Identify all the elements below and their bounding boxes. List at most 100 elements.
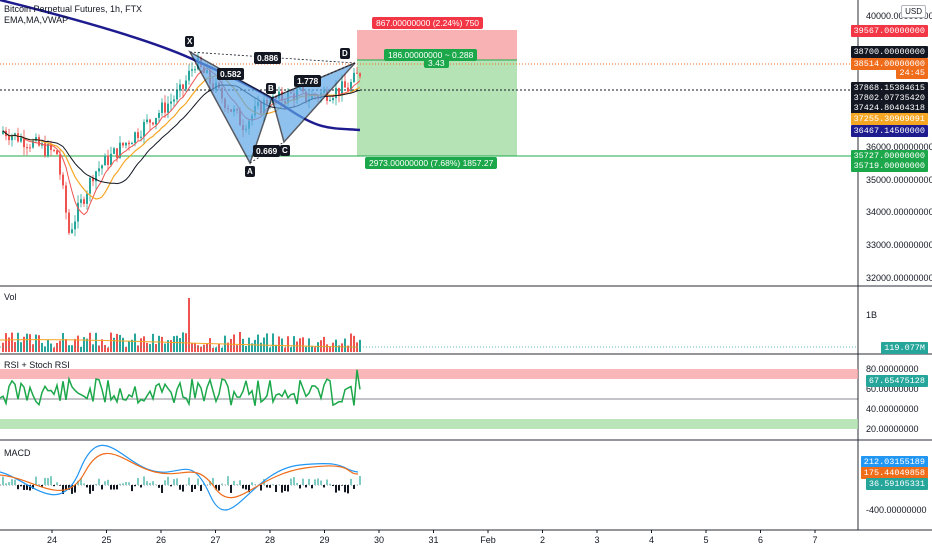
macd-histogram-bar bbox=[122, 483, 124, 485]
volume-bar bbox=[359, 339, 361, 352]
price-tag: 35727.00000000 bbox=[850, 150, 928, 162]
volume-bar bbox=[290, 347, 292, 352]
price-tick-label: 32000.00000000 bbox=[866, 273, 932, 283]
volume-bar bbox=[200, 346, 202, 352]
rsi-line bbox=[0, 369, 361, 407]
candle-body bbox=[74, 221, 76, 230]
volume-bar bbox=[245, 345, 247, 352]
time-axis-label: 4 bbox=[649, 535, 654, 545]
macd-histogram-bar bbox=[251, 482, 253, 485]
rsi-value-tag: 67.65475128 bbox=[865, 375, 928, 387]
macd-histogram-bar bbox=[29, 485, 31, 491]
rsi-pane-label[interactable]: RSI + Stoch RSI bbox=[4, 360, 70, 370]
volume-bar bbox=[194, 343, 196, 352]
macd-histogram-bar bbox=[260, 485, 262, 491]
macd-histogram-bar bbox=[17, 485, 19, 490]
macd-histogram-bar bbox=[254, 484, 256, 485]
macd-histogram-bar bbox=[101, 485, 103, 490]
volume-bar bbox=[221, 347, 223, 352]
macd-histogram-bar bbox=[23, 485, 25, 490]
candle-body bbox=[2, 130, 4, 134]
macd-histogram-bar bbox=[92, 485, 94, 491]
volume-bar bbox=[254, 339, 256, 352]
indicators-legend[interactable]: EMA,MA,VWAP bbox=[4, 15, 69, 25]
volume-pane-label[interactable]: Vol bbox=[4, 292, 17, 302]
macd-histogram-bar bbox=[230, 485, 232, 493]
volume-bar bbox=[233, 334, 235, 352]
volume-bar bbox=[326, 344, 328, 352]
macd-histogram-bar bbox=[137, 477, 139, 485]
candle-body bbox=[56, 150, 58, 155]
candle-body bbox=[65, 185, 67, 213]
volume-bar bbox=[143, 336, 145, 352]
volume-bar bbox=[230, 338, 232, 352]
volume-bar bbox=[107, 347, 109, 352]
volume-bar bbox=[86, 338, 88, 352]
volume-bar bbox=[347, 345, 349, 352]
volume-bar bbox=[308, 338, 310, 352]
volume-value-tag: 119.077M bbox=[881, 342, 928, 354]
candle-body bbox=[107, 155, 109, 165]
macd-histogram-bar bbox=[350, 478, 352, 485]
volume-bar bbox=[236, 345, 238, 352]
volume-bar bbox=[161, 336, 163, 352]
volume-bar bbox=[32, 344, 34, 352]
rsi-tick-label: 60.00000000 bbox=[866, 384, 919, 394]
price-tag: 36467.14500000 bbox=[850, 125, 928, 137]
volume-bar bbox=[170, 340, 172, 352]
candle-body bbox=[83, 199, 85, 204]
candle-body bbox=[182, 84, 184, 90]
volume-bar bbox=[269, 347, 271, 352]
macd-histogram-bar bbox=[287, 485, 289, 492]
macd-histogram-bar bbox=[164, 480, 166, 485]
macd-histogram-bar bbox=[341, 485, 343, 486]
price-tag: 37255.30909091 bbox=[850, 113, 928, 125]
macd-histogram-bar bbox=[335, 485, 337, 493]
candle-body bbox=[17, 133, 19, 142]
pattern-ratio: 0.886 bbox=[254, 52, 282, 64]
macd-histogram-bar bbox=[116, 485, 118, 490]
volume-bar bbox=[29, 334, 31, 352]
volume-bar bbox=[293, 336, 295, 352]
currency-button[interactable]: USD bbox=[901, 5, 926, 18]
macd-histogram-bar bbox=[359, 476, 361, 485]
macd-histogram-bar bbox=[248, 485, 250, 493]
volume-bar bbox=[5, 333, 7, 352]
volume-bar bbox=[218, 343, 220, 352]
volume-bar bbox=[131, 339, 133, 352]
macd-pane-label[interactable]: MACD bbox=[4, 448, 31, 458]
candle-body bbox=[119, 142, 121, 158]
rsi-overbought-band bbox=[0, 369, 858, 379]
volume-bar bbox=[197, 345, 199, 352]
macd-histogram-bar bbox=[143, 476, 145, 485]
volume-bar bbox=[77, 335, 79, 352]
candle-body bbox=[14, 133, 16, 137]
risk-reward-ratio: 3.43 bbox=[424, 59, 449, 68]
volume-bar bbox=[353, 335, 355, 352]
candle-body bbox=[185, 80, 187, 90]
rsi-tick-label: 40.00000000 bbox=[866, 404, 919, 414]
volume-bar bbox=[188, 298, 190, 352]
macd-histogram-bar bbox=[83, 483, 85, 485]
macd-histogram-bar bbox=[302, 478, 304, 485]
volume-bar bbox=[239, 332, 241, 352]
rsi-oversold-band bbox=[0, 419, 858, 429]
macd-histogram-bar bbox=[344, 485, 346, 493]
macd-histogram-bar bbox=[125, 482, 127, 485]
candle-body bbox=[50, 143, 52, 150]
time-axis-label: 30 bbox=[374, 535, 384, 545]
macd-value-tag: 175.44049858 bbox=[860, 467, 928, 479]
macd-histogram-bar bbox=[209, 480, 211, 485]
macd-histogram-bar bbox=[20, 485, 22, 487]
volume-ma-line bbox=[0, 339, 359, 348]
take-profit-zone bbox=[357, 60, 517, 156]
rsi-tick-label: 20.00000000 bbox=[866, 424, 919, 434]
time-axis-label: 28 bbox=[265, 535, 275, 545]
macd-histogram-bar bbox=[242, 485, 244, 489]
candle-body bbox=[86, 193, 88, 204]
macd-histogram-bar bbox=[338, 485, 340, 491]
candle-body bbox=[47, 143, 49, 156]
pattern-point-a: A bbox=[245, 166, 255, 177]
symbol-title[interactable]: Bitcoin Perpetual Futures, 1h, FTX bbox=[4, 4, 143, 14]
